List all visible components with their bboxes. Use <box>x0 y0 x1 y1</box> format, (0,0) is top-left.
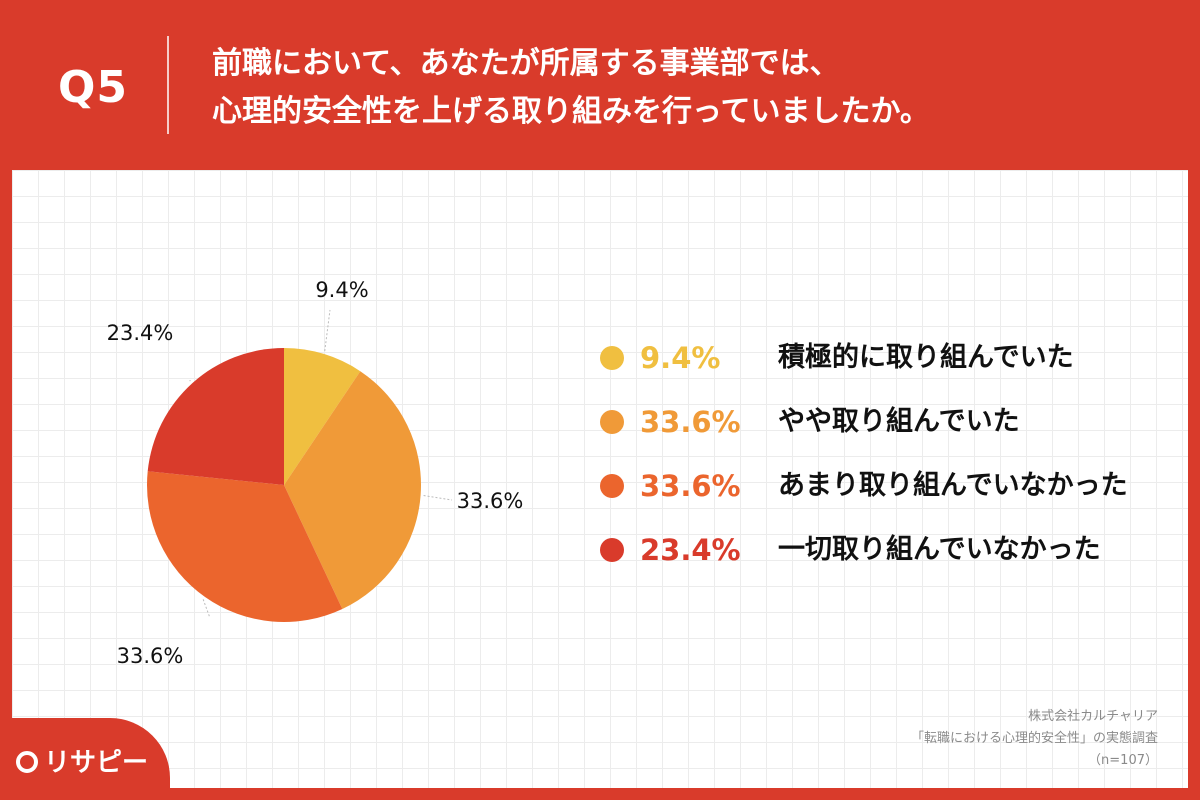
legend-pct-4: 23.4% <box>640 533 741 567</box>
leader-line-2 <box>423 495 453 501</box>
legend-dot-4 <box>600 538 624 562</box>
pie-chart: 9.4% 33.6% 33.6% 23.4% <box>107 278 524 668</box>
chart-panel: 9.4% 33.6% 33.6% 23.4% 9.4% 積極的に取り組んでいた 33.… <box>12 170 1188 788</box>
logo-text: リサピー <box>44 748 149 778</box>
slice-label-2: 33.6% <box>457 489 524 513</box>
header: Q5 前職において、あなたが所属する事業部では、 心理的安全性を上げる取り組みを… <box>0 0 1200 170</box>
legend-dot-2 <box>600 410 624 434</box>
source-company: 株式会社カルチャリア <box>1028 709 1158 724</box>
legend-pct-3: 33.6% <box>640 469 741 503</box>
question-text: 前職において、あなたが所属する事業部では、 心理的安全性を上げる取り組みを行って… <box>212 40 1172 136</box>
brand-logo: リサピー <box>0 718 170 800</box>
slice-label-3: 33.6% <box>117 644 184 668</box>
source-survey: 「転職における心理的安全性」の実態調査 <box>910 731 1158 746</box>
legend-label-4: 一切取り組んでいなかった <box>778 534 1101 565</box>
slice-label-4: 23.4% <box>107 321 174 345</box>
question-number: Q5 <box>58 62 129 113</box>
source-sample-size: （n=107） <box>1088 753 1158 768</box>
question-line-2: 心理的安全性を上げる取り組みを行っていましたか。 <box>212 94 930 129</box>
source-note: 株式会社カルチャリア 「転職における心理的安全性」の実態調査 （n=107） <box>911 706 1158 772</box>
header-divider <box>167 36 169 134</box>
question-line-1: 前職において、あなたが所属する事業部では、 <box>212 46 840 81</box>
leader-line-1 <box>324 309 331 352</box>
legend-label-3: あまり取り組んでいなかった <box>778 470 1128 501</box>
pie-slice-4 <box>147 348 284 485</box>
pie-slice-2 <box>284 371 421 609</box>
legend-dot-3 <box>600 474 624 498</box>
pie-slice-1 <box>284 348 361 485</box>
legend-pct-1: 9.4% <box>640 341 721 375</box>
pin-icon <box>16 750 38 773</box>
legend-dot-1 <box>600 346 624 370</box>
legend-label-2: やや取り組んでいた <box>778 406 1020 437</box>
pie-slice-3 <box>146 471 343 622</box>
leader-line-3 <box>202 599 211 619</box>
slice-label-1: 9.4% <box>315 278 368 302</box>
legend-label-1: 積極的に取り組んでいた <box>778 342 1074 373</box>
legend-pct-2: 33.6% <box>640 405 741 439</box>
